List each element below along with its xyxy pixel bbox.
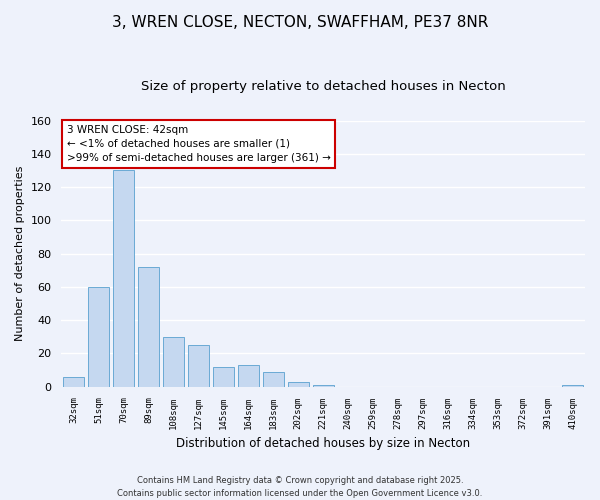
Bar: [263, 372, 284, 386]
Bar: [213, 366, 234, 386]
Bar: [287, 382, 309, 386]
Bar: [63, 376, 85, 386]
Bar: [163, 337, 184, 386]
Bar: [138, 267, 159, 386]
Bar: [188, 345, 209, 387]
Bar: [562, 385, 583, 386]
Bar: [238, 365, 259, 386]
Title: Size of property relative to detached houses in Necton: Size of property relative to detached ho…: [141, 80, 506, 93]
X-axis label: Distribution of detached houses by size in Necton: Distribution of detached houses by size …: [176, 437, 470, 450]
Bar: [313, 385, 334, 386]
Bar: [88, 287, 109, 386]
Text: 3, WREN CLOSE, NECTON, SWAFFHAM, PE37 8NR: 3, WREN CLOSE, NECTON, SWAFFHAM, PE37 8N…: [112, 15, 488, 30]
Y-axis label: Number of detached properties: Number of detached properties: [15, 166, 25, 342]
Text: 3 WREN CLOSE: 42sqm
← <1% of detached houses are smaller (1)
>99% of semi-detach: 3 WREN CLOSE: 42sqm ← <1% of detached ho…: [67, 124, 331, 164]
Text: Contains HM Land Registry data © Crown copyright and database right 2025.
Contai: Contains HM Land Registry data © Crown c…: [118, 476, 482, 498]
Bar: [113, 170, 134, 386]
